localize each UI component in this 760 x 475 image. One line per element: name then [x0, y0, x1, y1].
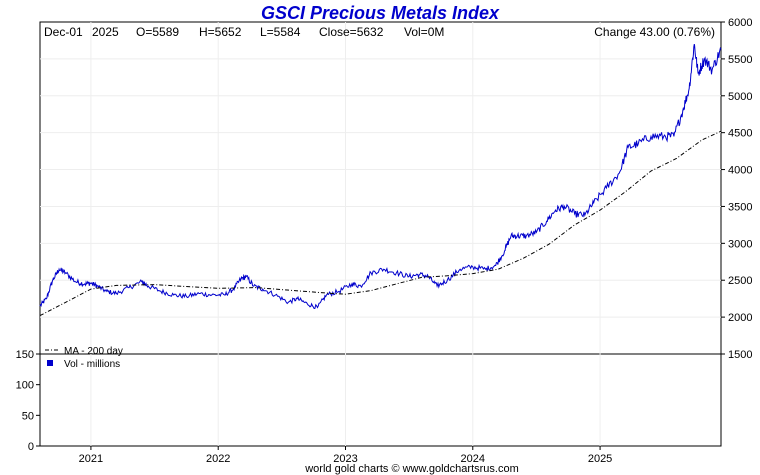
- price-tick-label: 4000: [728, 165, 752, 177]
- footer-credit: world gold charts © www.goldchartsrus.co…: [304, 463, 519, 475]
- quote-date: Dec-01: [44, 25, 83, 39]
- price-tick-label: 2500: [728, 275, 752, 287]
- quote-volume: Vol=0M: [404, 25, 444, 39]
- price-tick-label: 6000: [728, 17, 752, 29]
- volume-tick-label: 150: [16, 349, 34, 361]
- price-series-line: [39, 43, 722, 310]
- quote-open: O=5589: [136, 25, 179, 39]
- year-tick-label: 2023: [333, 453, 357, 465]
- volume-panel-frame: [39, 353, 722, 447]
- quote-year: 2025: [92, 25, 119, 39]
- series-layer: [39, 43, 722, 317]
- price-panel-frame: [39, 21, 722, 355]
- year-tick-label: 2022: [206, 453, 230, 465]
- year-tick-label: 2025: [588, 453, 612, 465]
- price-tick-label: 3000: [728, 238, 752, 250]
- price-tick-label: 3500: [728, 201, 752, 213]
- price-tick-label: 2000: [728, 312, 752, 324]
- price-tick-label: 4500: [728, 128, 752, 140]
- price-tick-label: 5000: [728, 91, 752, 103]
- volume-tick-label: 50: [22, 410, 34, 422]
- price-tick-label: 5500: [728, 54, 752, 66]
- vol-legend-label: Vol - millions: [64, 359, 120, 370]
- volume-tick-label: 100: [16, 380, 34, 392]
- price-tick-label: 1500: [728, 349, 752, 361]
- quote-high: H=5652: [199, 25, 242, 39]
- ma-200-series-line: [39, 130, 722, 317]
- volume-tick-label: 0: [28, 441, 34, 453]
- quote-change: Change 43.00 (0.76%): [594, 25, 715, 39]
- year-tick-label: 2021: [79, 453, 103, 465]
- vol-legend-swatch: [47, 360, 53, 366]
- ma-legend-label: MA - 200 day: [64, 346, 123, 357]
- quote-close: Close=5632: [319, 25, 384, 39]
- grid-lines: [40, 22, 721, 446]
- year-tick-label: 2024: [461, 453, 485, 465]
- chart-title: GSCI Precious Metals Index: [261, 3, 500, 23]
- axis-ticks: 1500200025003000350040004500500055006000…: [16, 17, 753, 465]
- quote-low: L=5584: [260, 25, 301, 39]
